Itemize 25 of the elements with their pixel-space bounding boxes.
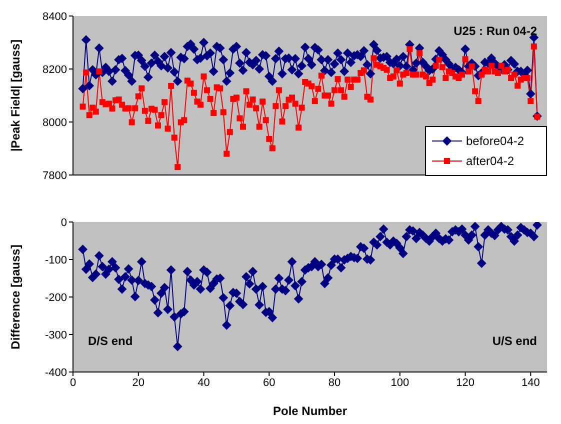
annotation: D/S end [88, 334, 133, 348]
x-tick-label: 100 [390, 376, 410, 389]
x-tick-label: 120 [456, 376, 474, 389]
y-axis-title: |Peak Field| [gauss] [8, 39, 22, 152]
y-tick-label: 7800 [42, 170, 67, 182]
y-tick-label: -400 [44, 366, 67, 379]
legend-label: before04-2 [466, 133, 524, 150]
y-axis-title: Difference [gauss] [8, 244, 22, 350]
x-tick-label: 80 [328, 376, 341, 389]
x-axis-title: Pole Number [272, 404, 348, 418]
y-tick-label: -100 [44, 254, 67, 266]
y-tick-label: 8400 [42, 10, 67, 23]
annotation: U25 : Run 04-2 [454, 24, 537, 38]
y-tick-label: 0 [60, 216, 67, 229]
y-tick-label: 8200 [42, 64, 67, 76]
x-tick-label: 0 [70, 376, 76, 389]
y-tick-label: -300 [44, 329, 67, 342]
x-tick-label: 40 [198, 376, 210, 389]
x-tick-label: 20 [132, 376, 145, 389]
y-tick-label: -200 [44, 292, 67, 304]
annotation: U/S end [492, 334, 537, 348]
legend-label: after04-2 [466, 153, 514, 170]
y-tick-label: 8000 [42, 116, 67, 129]
x-tick-label: 140 [521, 376, 540, 389]
x-tick-label: 60 [263, 376, 276, 389]
